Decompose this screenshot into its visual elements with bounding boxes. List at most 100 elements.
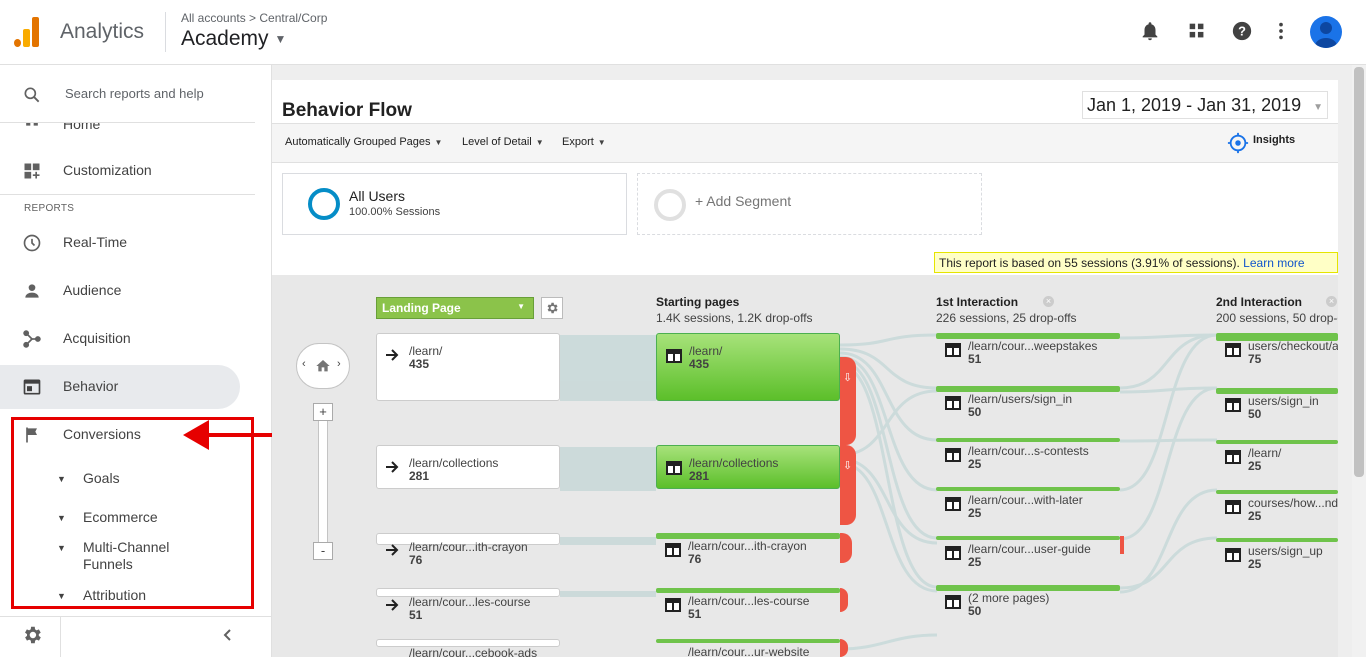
flow-node[interactable]: (2 more pages) 50	[936, 585, 1120, 625]
sidebar-subitem-attribution[interactable]: ▼ Attribution	[0, 586, 250, 608]
insights-button[interactable]: Insights	[1253, 134, 1296, 146]
flow-node[interactable]: /learn/cour...ith-crayon 76	[376, 533, 560, 567]
flow-node[interactable]: /learn/cour...ith-crayon 76	[656, 533, 840, 573]
grouped-pages-menu[interactable]: Automatically Grouped Pages ▼	[285, 136, 442, 148]
account-selector[interactable]: Academy ▼	[181, 27, 286, 51]
app-name: Analytics	[60, 20, 145, 43]
settings-gear-icon[interactable]	[21, 624, 43, 646]
page-title: Behavior Flow	[282, 100, 412, 121]
node-name: (2 more pages)	[968, 591, 1050, 605]
learn-more-link[interactable]: Learn more	[1243, 256, 1305, 270]
flow-node[interactable]: /learn/cour...les-course 51	[376, 588, 560, 622]
breadcrumb[interactable]: All accounts > Central/Corp	[181, 11, 328, 25]
node-count: 281	[409, 469, 430, 483]
date-range-picker[interactable]: Jan 1, 2019 - Jan 31, 2019 ▼	[1082, 91, 1328, 119]
close-column-icon[interactable]: ×	[1326, 296, 1337, 307]
zoom-slider[interactable]	[318, 406, 328, 552]
caret-down-icon: ▼	[57, 474, 66, 484]
sidebar-subitem-ecommerce[interactable]: ▼ Ecommerce	[0, 508, 250, 530]
dropoff-bar[interactable]	[840, 533, 852, 563]
dropoff-bar[interactable]	[840, 588, 848, 612]
caret-down-icon: ▼	[57, 591, 66, 601]
node-name: /learn/collections	[409, 456, 499, 470]
node-bar	[936, 438, 1120, 442]
close-column-icon[interactable]: ×	[1043, 296, 1054, 307]
dropoff-bar[interactable]	[1120, 536, 1124, 554]
node-name: /learn/cour...ith-crayon	[409, 540, 528, 554]
level-of-detail-menu[interactable]: Level of Detail ▼	[462, 136, 544, 148]
segment-all-users[interactable]: All Users 100.00% Sessions	[282, 173, 627, 235]
caret-down-icon: ▼	[434, 138, 443, 147]
node-bar	[936, 386, 1120, 392]
node-bar	[656, 639, 840, 643]
dropoff-bar[interactable]: ⇩	[840, 445, 856, 525]
flow-node[interactable]: /learn/users/sign_in 50	[936, 386, 1120, 426]
flow-node[interactable]: /learn/cour...user-guide 25	[936, 536, 1124, 576]
scrollbar-thumb[interactable]	[1354, 67, 1364, 477]
flow-node[interactable]: /learn/cour...weepstakes 51	[936, 333, 1120, 373]
sidebar-item-behavior[interactable]: Behavior	[0, 365, 240, 409]
flow-node[interactable]: /learn/ 435	[656, 333, 840, 401]
page-icon	[945, 595, 961, 612]
sidebar-item-label: Behavior	[63, 378, 119, 394]
dropoff-bar[interactable]: ⇩	[840, 357, 856, 445]
gear-icon	[547, 302, 558, 314]
flow-node[interactable]: /learn/ 25	[1216, 440, 1338, 480]
flow-node[interactable]: users/sign_in 50	[1216, 388, 1338, 428]
insights-icon[interactable]	[1227, 132, 1249, 154]
sidebar-item-acquisition[interactable]: Acquisition	[0, 317, 240, 361]
divider	[165, 12, 166, 52]
scrollbar[interactable]	[1352, 65, 1366, 657]
sidebar-item-customization[interactable]: Customization	[0, 149, 240, 193]
page-icon	[945, 396, 961, 413]
more-vert-icon[interactable]	[1270, 20, 1294, 44]
analytics-logo-icon[interactable]	[14, 17, 42, 47]
dropoff-bar[interactable]	[840, 639, 848, 657]
flow-settings-button[interactable]	[541, 297, 563, 319]
flag-icon	[26, 427, 37, 443]
sidebar-subitem-multi-channel-funnels[interactable]: ▼ Multi-Channel Funnels	[0, 538, 250, 574]
pan-left-icon[interactable]: ‹	[302, 358, 306, 370]
flow-node[interactable]: /learn/cour...ur-website	[656, 639, 840, 657]
page-icon	[666, 349, 682, 366]
bell-icon[interactable]	[1139, 20, 1163, 44]
zoom-in-button[interactable]: +	[313, 403, 333, 421]
annotation-arrow-head	[183, 420, 209, 450]
flow-node[interactable]: /learn/cour...with-later 25	[936, 487, 1120, 527]
zoom-home-control[interactable]: ‹ ›	[296, 343, 350, 389]
flow-node[interactable]: users/sign_up 25	[1216, 538, 1338, 578]
page-icon	[665, 598, 681, 615]
flow-node[interactable]: users/checkout/a 75	[1216, 333, 1338, 373]
search-reports[interactable]: Search reports and help	[0, 65, 255, 123]
flow-node[interactable]: /learn/cour...les-course 51	[656, 588, 840, 628]
flow-node[interactable]: /learn/cour...s-contests 25	[936, 438, 1120, 478]
avatar[interactable]	[1310, 16, 1342, 48]
sidebar-item-audience[interactable]: Audience	[0, 269, 240, 313]
node-count: 25	[1248, 509, 1262, 523]
flow-node[interactable]: /learn/ 435	[376, 333, 560, 401]
column-title: 2nd Interaction	[1216, 295, 1303, 309]
divider	[0, 616, 271, 617]
date-range-text: Jan 1, 2019 - Jan 31, 2019	[1087, 95, 1302, 115]
sidebar-item-realtime[interactable]: Real-Time	[0, 221, 240, 265]
node-bar	[936, 333, 1120, 339]
zoom-out-button[interactable]: -	[313, 542, 333, 560]
export-menu[interactable]: Export ▼	[562, 136, 606, 148]
apps-grid-icon[interactable]	[1186, 20, 1210, 44]
flow-node[interactable]: /learn/collections 281	[376, 445, 560, 489]
help-icon[interactable]: ?	[1231, 20, 1255, 44]
flow-node[interactable]: /learn/cour...cebook-ads	[376, 639, 560, 657]
sidebar-item-conversions[interactable]: Conversions	[0, 413, 240, 457]
pan-right-icon[interactable]: ›	[337, 358, 341, 370]
account-name: Academy	[181, 27, 269, 50]
collapse-chevron-left-icon[interactable]	[220, 627, 236, 643]
flow-node[interactable]: /learn/collections 281	[656, 445, 840, 489]
home-icon[interactable]	[315, 358, 331, 374]
segment-name: All Users	[349, 188, 406, 204]
sidebar-subitem-goals[interactable]: ▼ Goals	[0, 469, 250, 491]
flow-node[interactable]: courses/how...nd 25	[1216, 490, 1338, 530]
add-segment[interactable]: + Add Segment	[637, 173, 982, 235]
search-icon	[24, 87, 40, 103]
behavior-flow-diagram[interactable]: ‹ › + - Landing Page ▼ Starting pages 1.4…	[272, 275, 1338, 657]
landing-page-dropdown[interactable]: Landing Page ▼	[376, 297, 534, 319]
